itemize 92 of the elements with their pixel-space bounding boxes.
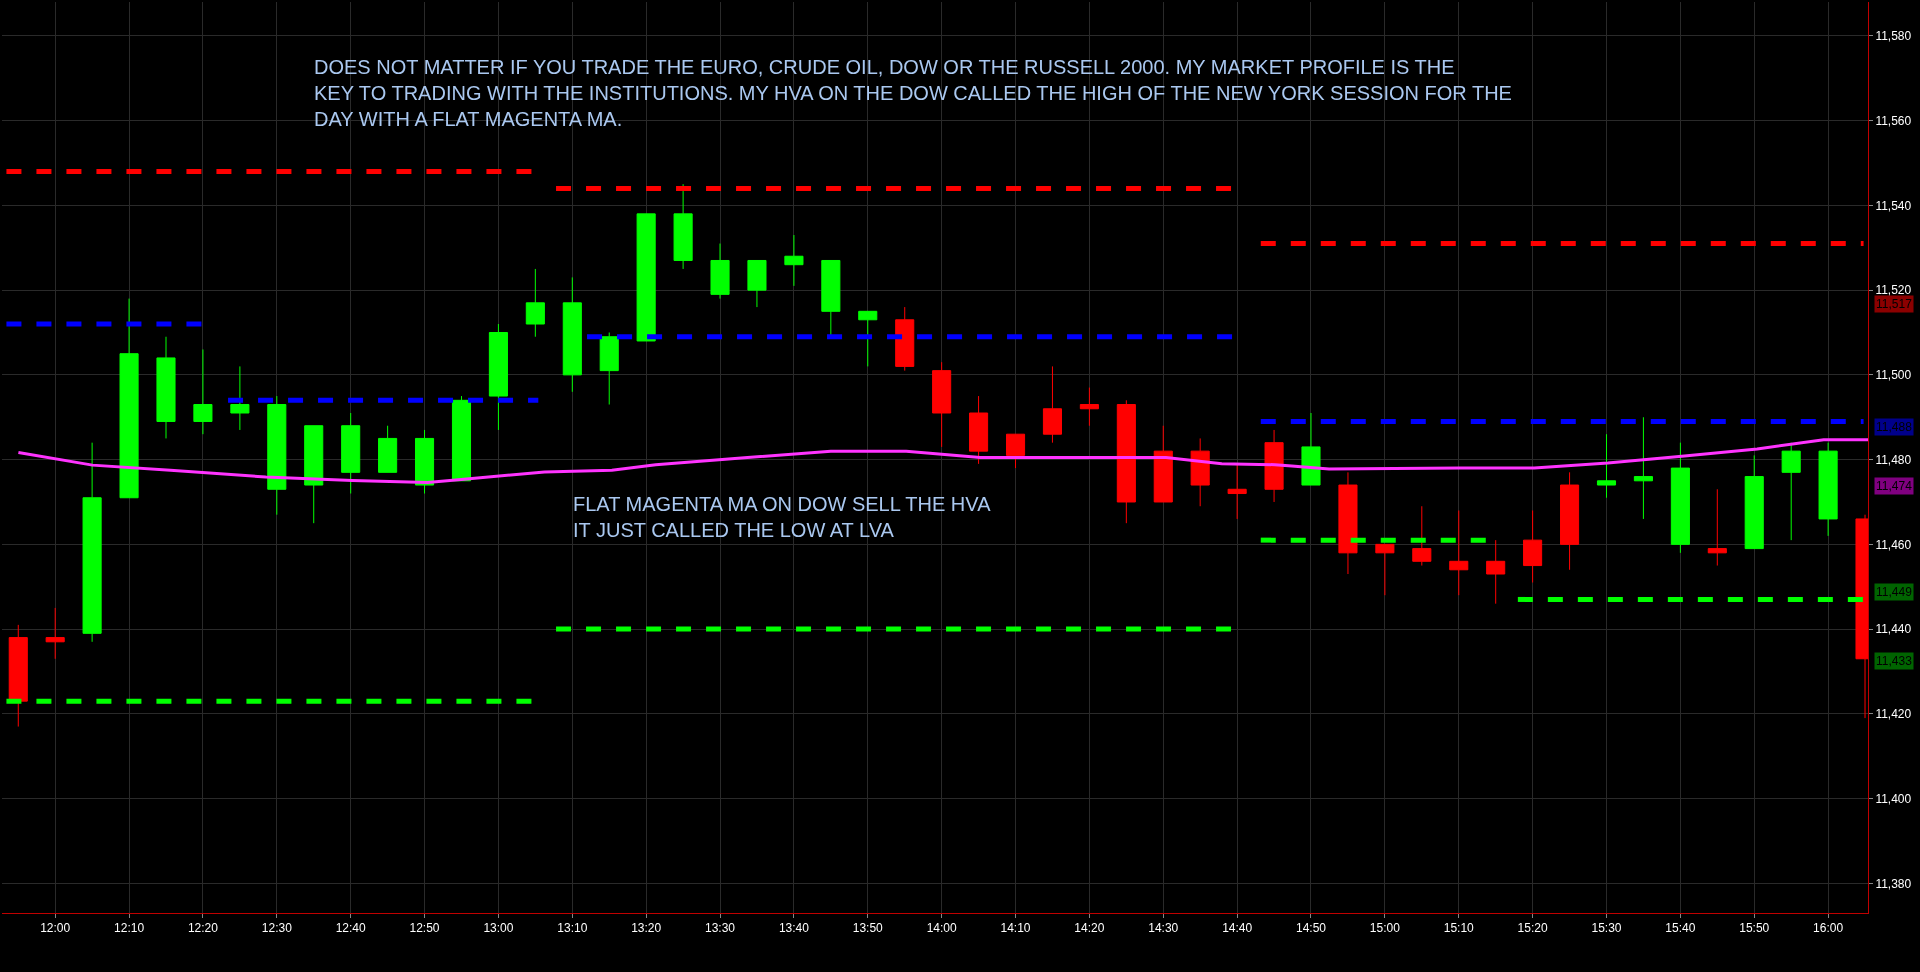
x-tick-label: 12:40 [335, 921, 367, 936]
candlestick [1079, 387, 1099, 427]
x-tick-label: 12:10 [114, 921, 145, 936]
x-tick-label: 13:10 [557, 921, 588, 936]
candlestick [414, 429, 435, 495]
x-tick-label: 15:10 [1443, 921, 1475, 936]
y-tick-label: 11,540 [1875, 198, 1912, 213]
candlestick [1005, 433, 1026, 469]
x-tick-label: 13:20 [631, 921, 662, 936]
candlestick [1227, 463, 1247, 520]
candlestick [304, 425, 324, 524]
y-tick-label: 11,500 [1875, 368, 1912, 383]
x-tick-label: 15:50 [1739, 921, 1770, 936]
x-tick-label: 15:30 [1591, 921, 1622, 936]
x-tick-label: 13:50 [852, 921, 884, 936]
candlestick [8, 624, 28, 728]
x-tick-label: 14:40 [1222, 921, 1253, 936]
y-tick-label: 11,400 [1875, 791, 1912, 806]
x-tick-label: 12:20 [187, 921, 219, 936]
x-tick-label: 15:00 [1369, 921, 1401, 936]
candlestick [1190, 437, 1210, 507]
x-tick-label: 12:00 [40, 921, 71, 936]
candlestick [230, 365, 250, 431]
y-tick-label: 11,480 [1875, 452, 1912, 467]
x-tick-label: 13:40 [778, 921, 810, 936]
candlestick [1523, 509, 1543, 583]
candlestick [1264, 429, 1284, 503]
x-tick-label: 13:00 [483, 921, 514, 936]
candlestick [1153, 425, 1173, 503]
candlestick [1375, 543, 1395, 596]
candlestick [1042, 365, 1062, 444]
y-tick-label: 11,560 [1875, 113, 1912, 128]
candlestick [1116, 399, 1136, 524]
candlestick [1818, 442, 1838, 537]
candlestick [747, 259, 767, 308]
candlestick [710, 243, 730, 300]
candlestick [45, 607, 65, 660]
text: 11,449 [1876, 585, 1913, 599]
x-tick-label: 15:40 [1665, 921, 1696, 936]
text: 11,488 [1876, 420, 1913, 434]
candlestick [969, 395, 989, 465]
y-tick-label: 11,420 [1875, 707, 1912, 722]
candlestick [562, 276, 582, 393]
x-tick-label: 14:30 [1148, 921, 1179, 936]
annotation: DOES NOT MATTER IF YOU TRADE THE EURO, CRUDE OIL, DOW OR THE RUSSELL 2000. MY MARKET PROFILE IS THE KEY TO TRADING WITH THE INSTITUTIONS. MY HVA ON THE DOW CALLED THE HIGH OF THE NEW YORK SESSION FOR THE DAY WITH A FLAT MAGENTA MA. [314, 56, 1512, 130]
x-tick-label: 12:30 [261, 921, 293, 936]
candlestick [378, 425, 398, 473]
y-tick-label: 11,580 [1875, 29, 1912, 44]
candlestick [156, 336, 176, 439]
x-tick-label: 14:00 [926, 921, 957, 936]
text: 11,517 [1876, 297, 1913, 311]
x-tick-label: 14:50 [1295, 921, 1327, 936]
candlestick [1560, 471, 1580, 571]
x-tick-label: 15:20 [1517, 921, 1548, 936]
candlestick [488, 323, 508, 431]
candlestick [1449, 509, 1469, 596]
x-tick-label: 16:00 [1813, 921, 1844, 936]
candlestick [1633, 416, 1653, 520]
candlestick [1338, 471, 1358, 575]
line-series [16, 438, 1868, 484]
candlestick [932, 361, 952, 448]
y-tick-label: 11,380 [1875, 876, 1912, 891]
candlestick [1670, 442, 1690, 554]
x-tick-label: 13:30 [705, 921, 736, 936]
candlestick [1301, 412, 1321, 486]
text: 11,474 [1876, 479, 1913, 493]
candlestick [193, 348, 213, 435]
text: 11,433 [1876, 654, 1913, 668]
candlestick [1596, 433, 1617, 499]
y-tick-label: 11,520 [1875, 283, 1912, 298]
candlestick [451, 395, 472, 482]
candlestick [1707, 488, 1727, 567]
candlestick [525, 268, 545, 338]
candlestick [1744, 454, 1764, 550]
annotation: FLAT MAGENTA MA ON DOW SELL THE HVA IT JUST CALLED THE LOW AT LVA [573, 493, 992, 541]
candlestick [636, 213, 656, 342]
x-tick-label: 14:10 [1000, 921, 1031, 936]
candlestick [599, 332, 619, 406]
candlestick [784, 234, 804, 287]
candlestick [858, 310, 878, 367]
candlestick [82, 442, 102, 643]
candlestick [1486, 539, 1506, 605]
y-tick-label: 11,460 [1875, 537, 1912, 552]
candlestick [673, 183, 693, 270]
candlestick [119, 298, 139, 499]
x-tick-label: 14:20 [1074, 921, 1105, 936]
candlestick [267, 395, 287, 516]
y-tick-label: 11,440 [1875, 622, 1912, 637]
candlestick [341, 412, 361, 495]
candlestick [1412, 505, 1432, 567]
x-tick-label: 12:50 [409, 921, 440, 936]
candlestick [895, 306, 915, 372]
